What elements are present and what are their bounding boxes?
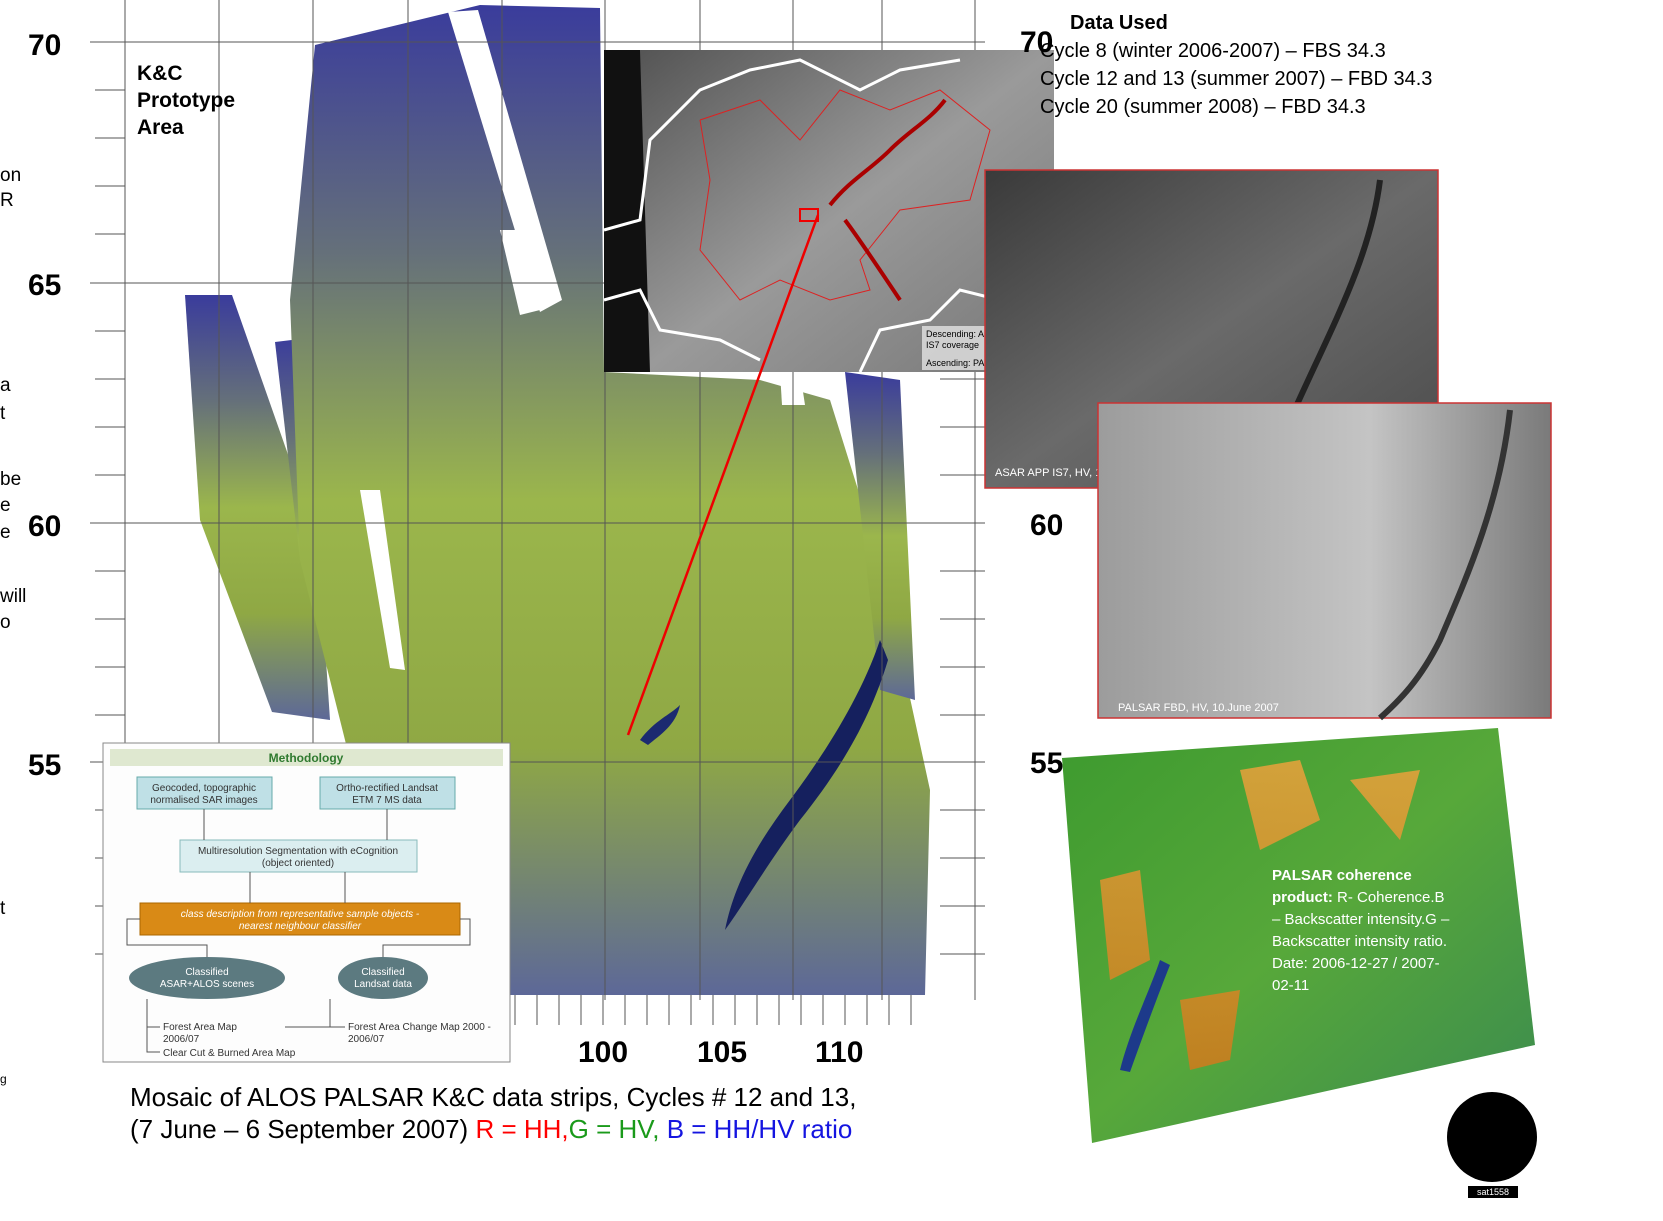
lat-label: 60	[1030, 509, 1063, 542]
step	[319, 776, 456, 810]
pointer-line	[626, 214, 820, 736]
image-caption: PALSAR FBD, HV, 10.June 2007	[1118, 702, 1279, 714]
coherence-line: – Backscatter intensity.G –	[1272, 911, 1450, 928]
fragment: e	[0, 522, 11, 543]
gap	[360, 490, 405, 670]
strip	[845, 372, 915, 700]
legend-text: Ascending: PALSAR FBD	[926, 358, 1029, 368]
step-text: class description from representative sa…	[181, 909, 420, 920]
caption: Mosaic of ALOS PALSAR K&C data strips, C…	[130, 1082, 856, 1112]
step-text: normalised SAR images	[150, 795, 257, 806]
caption-text: (7 June – 6 September 2007)	[130, 1114, 468, 1144]
logo-text: sat1558	[1477, 1187, 1509, 1197]
coherence-image	[1062, 728, 1535, 1143]
step	[129, 957, 285, 999]
river	[1377, 409, 1513, 721]
box-title: Methodology	[269, 751, 344, 765]
fragment: t	[0, 403, 6, 424]
step-text: ASAR+ALOS scenes	[160, 979, 254, 990]
coherence-line: Date: 2006-12-27 / 2007-	[1272, 955, 1440, 972]
label-line: Prototype	[137, 89, 235, 112]
coherence-patch	[1100, 760, 1420, 1070]
step-text: nearest neighbour classifier	[239, 921, 362, 932]
fragment: be	[0, 469, 21, 490]
output-text: 2006/07	[348, 1034, 385, 1045]
lake	[725, 640, 888, 930]
fragment: g	[0, 1072, 7, 1086]
label-line: Area	[137, 116, 184, 139]
step-text: Ortho-rectified Landsat	[336, 783, 438, 794]
legend-text: IS7 coverage	[926, 340, 979, 350]
lon-label: 110	[815, 1036, 863, 1069]
fragment: R	[0, 190, 14, 211]
step	[179, 839, 418, 873]
border-line	[858, 288, 1001, 373]
lon-label: 105	[697, 1036, 747, 1069]
caption-red: R = HH,	[475, 1114, 568, 1144]
lake	[640, 705, 680, 745]
data-used-line: Cycle 20 (summer 2008) – FBD 34.3	[1040, 96, 1366, 118]
step-text: Landsat data	[354, 979, 412, 990]
lat-label: 55	[28, 749, 61, 782]
lat-label: 60	[28, 510, 61, 543]
legend-text: Descending: ASAR APP	[926, 329, 1023, 339]
lat-label: 70	[1020, 26, 1053, 59]
fragment: o	[0, 612, 11, 633]
caption-blue: B = HH/HV ratio	[667, 1114, 853, 1144]
step-text: Geocoded, topographic	[152, 783, 256, 794]
step-text: (object oriented)	[262, 858, 334, 869]
caption-green: G = HV,	[569, 1114, 660, 1144]
lake	[1120, 960, 1170, 1072]
data-used-line: Cycle 12 and 13 (summer 2007) – FBD 34.3	[1040, 68, 1432, 90]
lat-label: 65	[28, 269, 61, 302]
lat-label: 70	[28, 29, 61, 62]
step-text: Classified	[185, 967, 228, 978]
title-bar	[110, 749, 503, 766]
coherence-bold: PALSAR coherence	[1272, 867, 1412, 884]
step	[338, 957, 428, 999]
output-text: Forest Area Change Map 2000 -	[348, 1022, 491, 1033]
caption: (7 June – 6 September 2007) R = HH,G = H…	[130, 1114, 852, 1144]
step-text: Multiresolution Segmentation with eCogni…	[198, 846, 398, 857]
fragment: e	[0, 495, 11, 516]
output-text: Forest Area Map	[163, 1022, 237, 1033]
logo	[1447, 1092, 1537, 1182]
gap	[500, 230, 540, 315]
gap	[448, 10, 562, 312]
lon-label: 100	[578, 1036, 628, 1069]
logo-bar	[1468, 1186, 1518, 1198]
output-text: 2006/07	[163, 1034, 200, 1045]
step-text: ETM 7 MS data	[352, 795, 422, 806]
data-used-title: Data Used	[1070, 12, 1168, 34]
coherence-text: R- Coherence.B	[1333, 889, 1445, 906]
output-text: Clear Cut & Burned Area Map	[163, 1048, 296, 1059]
coherence-line: Backscatter intensity ratio.	[1272, 933, 1447, 950]
arrows	[126, 809, 471, 1053]
left-fragments: on R a t be e e will o t g	[0, 165, 26, 1086]
inset-image: Descending: ASAR APP IS7 coverage Ascend…	[603, 50, 1054, 373]
coherence-line: product: R- Coherence.B	[1272, 889, 1445, 906]
step	[139, 902, 461, 936]
border-line	[603, 58, 961, 232]
label-line: K&C	[137, 62, 183, 85]
strip	[185, 295, 330, 720]
fragment: t	[0, 898, 6, 919]
step-text: Classified	[361, 967, 404, 978]
data-used-line: Cycle 8 (winter 2006-2007) – FBS 34.3	[1040, 40, 1386, 62]
methodology-box: Methodology Geocoded, topographic normal…	[102, 742, 511, 1063]
river	[828, 98, 947, 302]
region-outline	[699, 89, 991, 301]
fragment: a	[0, 375, 11, 396]
fragment: on	[0, 165, 21, 186]
image	[640, 50, 1054, 372]
coherence-line: 02-11	[1272, 977, 1309, 994]
lat-label: 55	[1030, 747, 1063, 780]
area-label: K&C Prototype Area	[137, 62, 235, 139]
coherence-bold: product:	[1272, 889, 1333, 906]
step	[136, 776, 273, 810]
border-line	[603, 288, 761, 362]
palsar-image	[1097, 402, 1552, 719]
fragment: will	[0, 586, 26, 607]
